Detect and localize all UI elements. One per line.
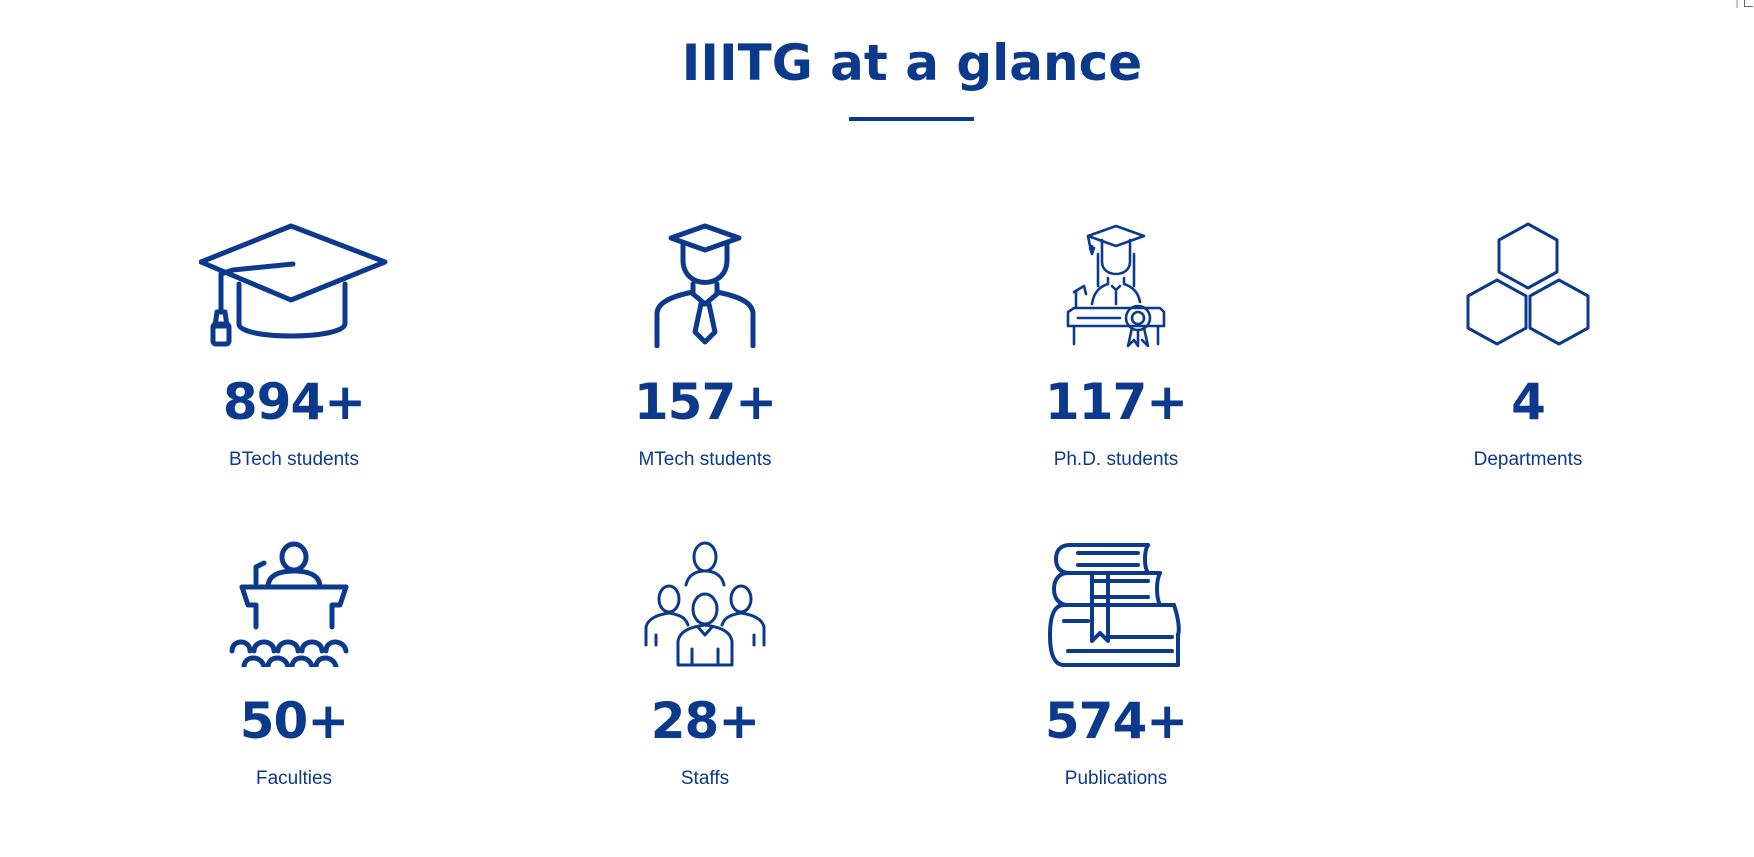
- stat-departments: 4 Departments: [1378, 222, 1678, 482]
- stat-label: Staffs: [680, 768, 730, 789]
- stat-label: Faculties: [255, 768, 333, 789]
- books-stack-icon: [1048, 541, 1184, 667]
- section-title: IIITG at a glance: [681, 34, 1143, 92]
- stat-phd: 117+ Ph.D. students: [966, 222, 1266, 482]
- graduation-cap-icon: [199, 222, 389, 348]
- stat-label: Departments: [1473, 449, 1583, 470]
- graduate-person-icon: [653, 222, 757, 348]
- stat-label: Ph.D. students: [1053, 449, 1179, 470]
- stat-value: 28+: [650, 692, 760, 750]
- staff-group-icon: [642, 541, 768, 667]
- stat-value: 50+: [239, 692, 349, 750]
- stat-publications: 574+ Publications: [966, 541, 1266, 801]
- title-underline: [849, 117, 974, 121]
- phd-graduate-icon: [1064, 222, 1168, 348]
- stat-value: 157+: [633, 373, 777, 431]
- stat-label: BTech students: [229, 449, 359, 470]
- stat-value: 574+: [1044, 692, 1188, 750]
- stat-staffs: 28+ Staffs: [555, 541, 855, 801]
- stat-value: 894+: [222, 373, 366, 431]
- stat-btech: 894+ BTech students: [144, 222, 444, 482]
- stat-mtech: 157+ MTech students: [555, 222, 855, 482]
- lecturer-podium-icon: [228, 541, 360, 667]
- corner-mark: [1736, 0, 1753, 8]
- stat-faculties: 50+ Faculties: [144, 541, 444, 801]
- stat-label: MTech students: [638, 449, 772, 470]
- hexagons-icon: [1465, 222, 1591, 348]
- stat-label: Publications: [1064, 768, 1168, 789]
- stat-value: 117+: [1044, 373, 1188, 431]
- stat-value: 4: [1511, 373, 1546, 431]
